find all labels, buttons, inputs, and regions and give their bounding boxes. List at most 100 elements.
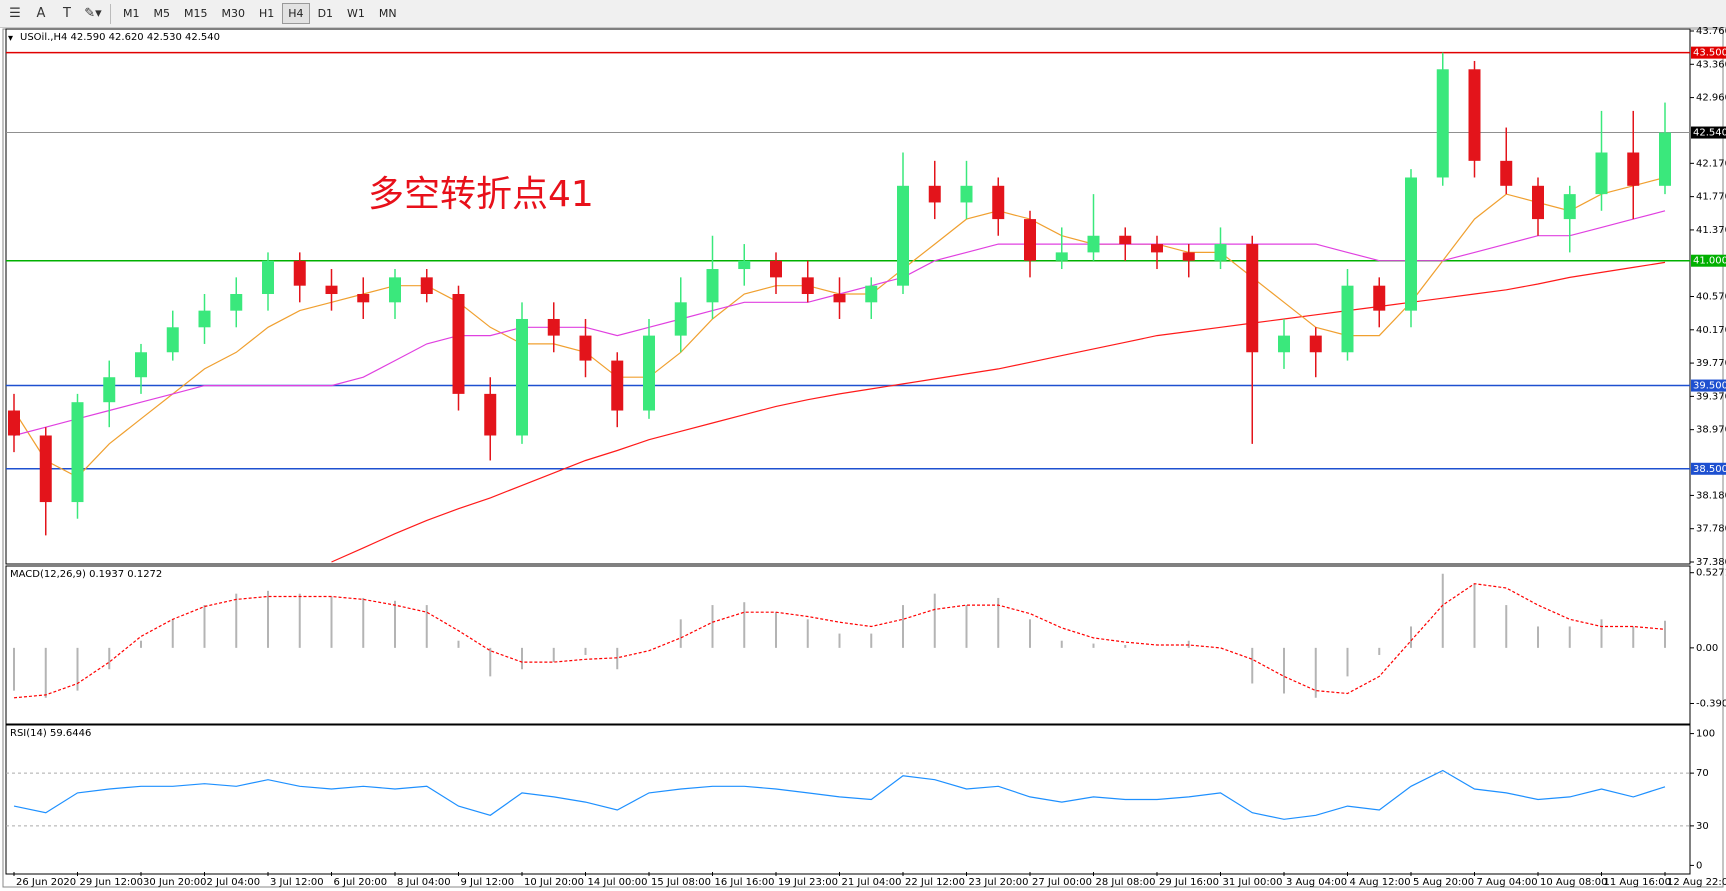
- candle-body: [1151, 244, 1163, 253]
- menu-icon[interactable]: ☰: [9, 6, 21, 21]
- candle-body: [1532, 185, 1544, 220]
- toolbar: ☰ A T ✎▾ M1 M5 M15 M30 H1 H4 D1 W1 MN: [0, 0, 1726, 28]
- y-tick-label: 41.770: [1696, 192, 1726, 203]
- level-label: 41.000: [1693, 256, 1726, 267]
- candle-body: [674, 302, 687, 336]
- candle-body: [293, 260, 306, 286]
- x-tick-label: 15 Jul 08:00: [651, 877, 711, 888]
- x-tick-label: 29 Jun 12:00: [80, 877, 144, 888]
- candle-body: [960, 185, 973, 203]
- y-tick-label: 0: [1696, 860, 1702, 871]
- candle-body: [547, 318, 560, 336]
- candle-body: [1500, 160, 1513, 186]
- y-tick-label: 43.760: [1696, 26, 1726, 37]
- y-tick-label: 38.180: [1696, 490, 1726, 501]
- moving-average: [13, 176, 1666, 478]
- x-tick-label: 9 Jul 12:00: [461, 877, 515, 888]
- x-tick-label: 12 Aug 22:00: [1667, 877, 1726, 888]
- y-tick-label: 41.370: [1696, 225, 1726, 236]
- moving-average: [331, 261, 1666, 563]
- timeframe-button[interactable]: H4: [282, 3, 310, 24]
- candle-body: [389, 277, 401, 303]
- candle-body: [1373, 285, 1386, 311]
- candle-body: [1436, 69, 1449, 178]
- y-tick-label: -0.3901: [1696, 698, 1726, 709]
- y-tick-label: 39.370: [1696, 391, 1726, 402]
- last-price-badge: [1691, 126, 1726, 139]
- x-tick-label: 3 Jul 12:00: [270, 877, 324, 888]
- timeframes: M1 M5 M15 M30 H1 H4 D1 W1 MN: [117, 3, 405, 24]
- candle-body: [865, 285, 878, 303]
- moving-average: [13, 210, 1666, 437]
- candle-body: [643, 335, 655, 411]
- level-badge: [1691, 46, 1726, 59]
- candle-body: [1595, 152, 1608, 195]
- timeframe-button[interactable]: MN: [378, 7, 397, 20]
- x-tick-label: 27 Jul 00:00: [1032, 877, 1092, 888]
- x-tick-label: 4 Aug 12:00: [1350, 877, 1411, 888]
- x-tick-label: 14 Jul 00:00: [588, 877, 648, 888]
- x-tick-label: 16 Jul 16:00: [715, 877, 775, 888]
- candle-body: [1024, 219, 1036, 261]
- candle-body: [103, 377, 116, 403]
- level-badge: [1691, 462, 1726, 475]
- x-tick-label: 31 Jul 00:00: [1223, 877, 1283, 888]
- y-tick-label: 70: [1696, 768, 1709, 779]
- rsi-line: [13, 769, 1666, 820]
- candle-body: [1659, 132, 1671, 186]
- candle-body: [8, 410, 20, 436]
- y-tick-label: 43.360: [1696, 59, 1726, 70]
- annotation: 多空转折点41: [368, 174, 594, 215]
- candle-body: [325, 285, 338, 295]
- panel-title: RSI(14) 59.6446: [10, 728, 91, 739]
- panel-marker: ▾: [8, 33, 13, 44]
- level-label: 39.500: [1693, 381, 1726, 392]
- panel-title: USOil.,H4 42.590 42.620 42.530 42.540: [20, 32, 220, 43]
- x-tick-label: 8 Jul 04:00: [397, 877, 451, 888]
- x-tick-label: 10 Aug 08:00: [1540, 877, 1607, 888]
- x-tick-label: 11 Aug 16:00: [1604, 877, 1671, 888]
- candle-body: [1214, 244, 1227, 261]
- panel: [5, 724, 1691, 875]
- timeframe-button[interactable]: D1: [317, 7, 334, 20]
- shapes-tool[interactable]: ✎▾: [84, 6, 102, 21]
- x-tick-label: 5 Aug 20:00: [1413, 877, 1474, 888]
- candle-body: [452, 294, 465, 394]
- candle-body: [262, 260, 274, 295]
- candle-body: [992, 185, 1005, 220]
- candle-body: [897, 185, 909, 286]
- timeframe-button[interactable]: W1: [347, 7, 365, 20]
- x-tick-label: 2 Jul 04:00: [207, 877, 261, 888]
- y-tick-label: 39.770: [1696, 358, 1726, 369]
- level-badge: [1691, 379, 1726, 392]
- candle-body: [801, 277, 814, 295]
- candle-body: [516, 318, 528, 436]
- level-label: 38.500: [1693, 464, 1726, 475]
- level-badge: [1691, 254, 1726, 267]
- macd-signal: [13, 583, 1666, 699]
- x-tick-label: 7 Aug 04:00: [1477, 877, 1538, 888]
- timeframe-button[interactable]: H1: [259, 7, 275, 20]
- y-tick-label: 42.170: [1696, 158, 1726, 169]
- x-tick-label: 29 Jul 16:00: [1159, 877, 1219, 888]
- timeframe-button[interactable]: M1: [123, 7, 140, 20]
- text-tool[interactable]: A: [36, 6, 46, 21]
- y-tick-label: 37.780: [1696, 524, 1726, 535]
- candle-body: [1087, 235, 1100, 253]
- timeframe-button[interactable]: M15: [184, 7, 208, 20]
- y-tick-label: 40.570: [1696, 292, 1726, 303]
- candle-body: [71, 402, 84, 503]
- label-tool[interactable]: T: [63, 6, 71, 21]
- candle-body: [1119, 235, 1132, 245]
- y-tick-label: 30: [1696, 821, 1709, 832]
- y-tick-label: 0.00: [1696, 643, 1718, 654]
- panel: [5, 565, 1691, 725]
- frame: [2, 28, 1724, 888]
- candle-body: [1468, 69, 1481, 161]
- timeframe-button[interactable]: M30: [221, 7, 246, 20]
- candle-body: [1563, 194, 1576, 220]
- candle-body: [1278, 335, 1290, 353]
- timeframe-button[interactable]: M5: [153, 7, 171, 20]
